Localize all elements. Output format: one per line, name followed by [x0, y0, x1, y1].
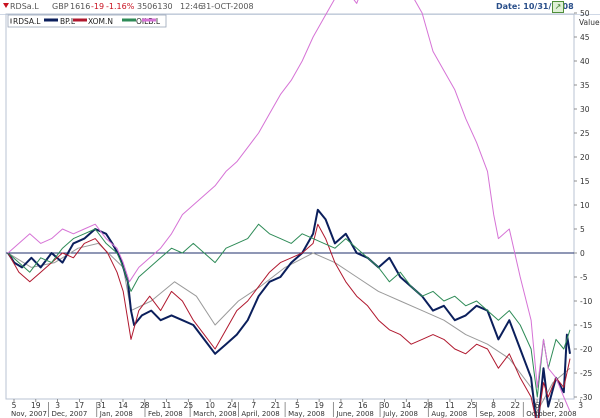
series-line-bp-l	[7, 208, 571, 418]
x-tick-label: 24	[227, 401, 237, 410]
y-tick-label: 50	[580, 9, 590, 18]
quote-time: 12:46	[180, 2, 204, 11]
quote-change-pct: -1.16%	[106, 2, 135, 11]
x-tick-label: 3	[578, 401, 583, 410]
quote-date: 31-OCT-2008	[201, 2, 254, 11]
y-tick-label: -20	[580, 345, 592, 354]
x-tick-label: 5	[295, 401, 300, 410]
date-label: Date: 10/31/2008	[496, 2, 574, 11]
x-tick-label: 30	[380, 401, 390, 410]
x-tick-label: 16	[358, 401, 368, 410]
legend-label: BP.L	[60, 17, 76, 26]
down-arrow-icon	[3, 3, 9, 8]
x-tick-label: 6	[535, 401, 540, 410]
y-tick-label: 15	[580, 177, 590, 186]
x-month-label: June, 2008	[335, 410, 374, 418]
quote-change: -19	[91, 2, 105, 11]
legend-swatch	[122, 18, 136, 22]
legend-label: RDSA.L	[13, 17, 41, 26]
y-axis-label: Value	[579, 18, 600, 27]
series-line-xom-n	[7, 223, 571, 418]
y-tick-label: 0	[580, 249, 585, 258]
x-tick-label: 11	[162, 401, 172, 410]
x-tick-label: 14	[118, 401, 128, 410]
y-tick-label: -10	[580, 297, 592, 306]
x-tick-label: 25	[467, 401, 477, 410]
series-line-oilb-l	[7, 223, 571, 398]
quote-volume: 3506130	[137, 2, 173, 11]
x-month-label: October, 2008	[526, 410, 576, 418]
legend-swatch	[10, 18, 12, 24]
x-month-label: March, 2008	[193, 410, 237, 418]
x-tick-label: 22	[511, 401, 521, 410]
y-tick-label: -25	[580, 369, 592, 378]
x-tick-label: 5	[12, 401, 17, 410]
y-tick-label: 25	[580, 129, 590, 138]
x-tick-label: 20	[554, 401, 564, 410]
x-month-label: Aug, 2008	[431, 410, 467, 418]
x-month-label: Jan, 2008	[99, 410, 133, 418]
series-layer	[7, 0, 571, 418]
y-tick-label: 20	[580, 153, 590, 162]
x-tick-label: 21	[271, 401, 281, 410]
x-tick-label: 31	[96, 401, 106, 410]
x-tick-label: 7	[251, 401, 256, 410]
x-tick-label: 17	[75, 401, 85, 410]
x-tick-label: 14	[402, 401, 412, 410]
legend-swatch	[73, 18, 87, 22]
quote-symbol: RDSa.L	[10, 2, 39, 11]
x-axis: 5193173114281125102472151921630142811258…	[11, 399, 583, 418]
quote-price: 1616	[70, 2, 91, 11]
quote-currency: GBP	[52, 2, 69, 11]
y-tick-label: -15	[580, 321, 592, 330]
series-line-unlabeled	[7, 0, 571, 412]
x-tick-label: 3	[55, 401, 60, 410]
x-tick-label: 2	[339, 401, 344, 410]
plot-frame	[5, 13, 575, 400]
y-tick-label: -5	[580, 273, 588, 282]
x-tick-label: 10	[205, 401, 215, 410]
x-tick-label: 8	[491, 401, 496, 410]
x-tick-label: 25	[184, 401, 194, 410]
y-axis: 65605550454035302520151050-5-10-15-20-25…	[574, 9, 592, 418]
y-tick-label: 45	[580, 33, 590, 42]
x-month-label: Dec, 2007	[51, 410, 87, 418]
x-month-label: Feb, 2008	[148, 410, 183, 418]
y-tick-label: -30	[580, 393, 592, 402]
x-month-label: April, 2008	[241, 410, 279, 418]
x-tick-label: 11	[445, 401, 455, 410]
y-tick-label: 35	[580, 81, 590, 90]
x-month-label: Sep, 2008	[480, 410, 515, 418]
excel-export-icon[interactable]: ↗	[552, 1, 564, 13]
x-month-label: Nov, 2007	[11, 410, 47, 418]
legend-swatch	[142, 18, 156, 22]
series-line-rdsa-l	[7, 242, 571, 412]
y-tick-label: 5	[580, 225, 585, 234]
x-tick-label: 19	[31, 401, 41, 410]
x-tick-label: 19	[314, 401, 324, 410]
y-tick-label: 30	[580, 105, 590, 114]
x-month-label: July, 2008	[382, 410, 418, 418]
legend-label: XOM.N	[88, 17, 113, 26]
y-tick-label: 40	[580, 57, 590, 66]
x-month-label: May, 2008	[288, 410, 325, 418]
legend-swatch	[44, 18, 58, 22]
y-tick-label: 10	[580, 201, 590, 210]
